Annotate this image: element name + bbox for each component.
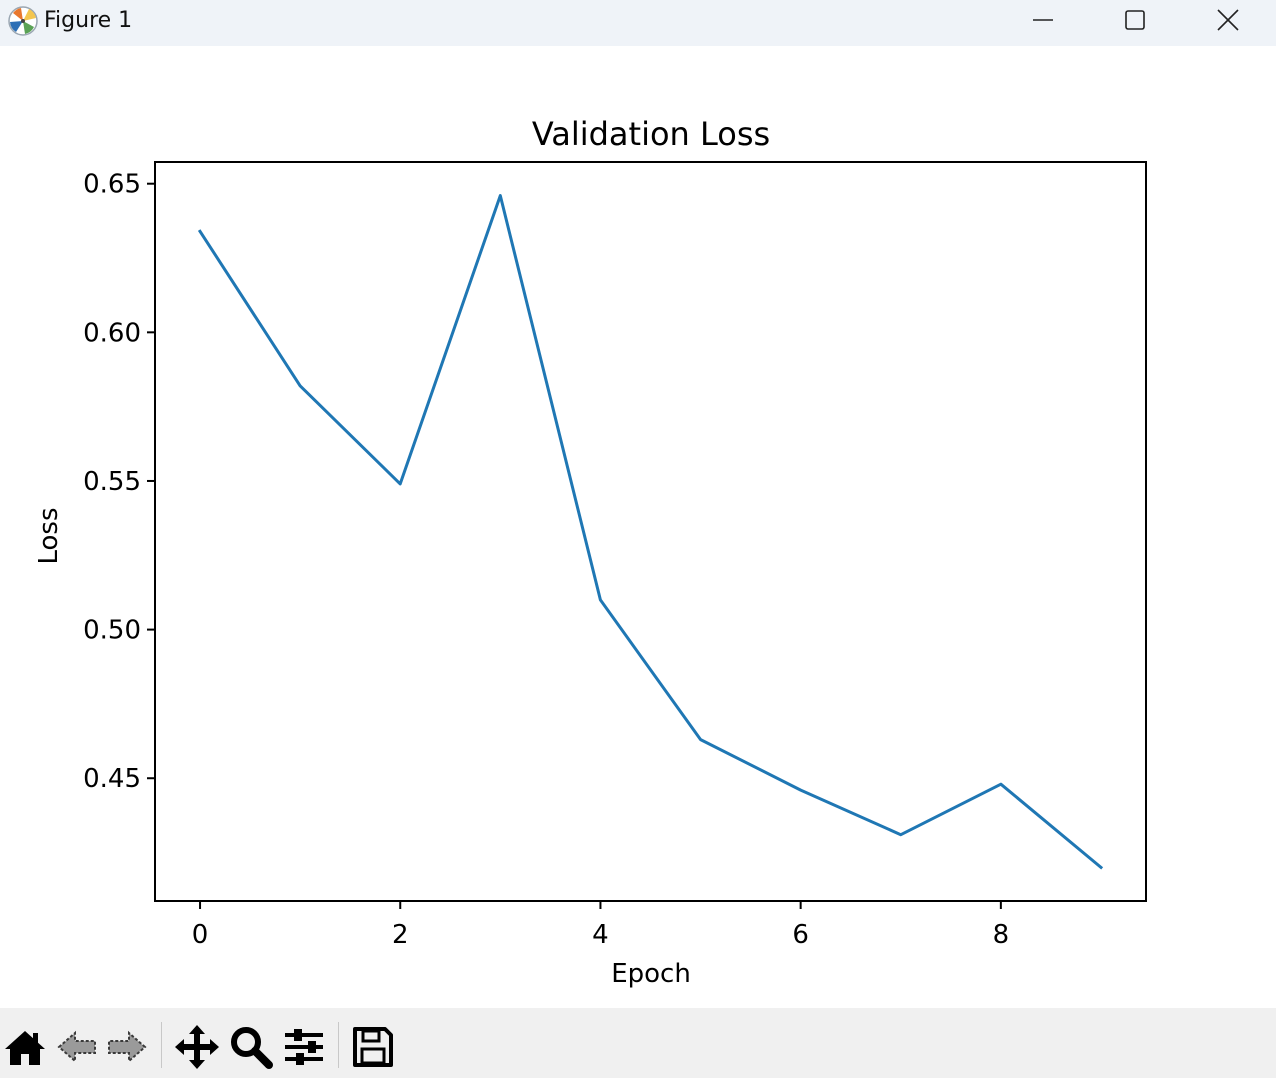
matplotlib-logo-icon — [8, 6, 38, 36]
navigation-toolbar — [0, 1008, 1276, 1078]
minimize-button[interactable] — [998, 0, 1088, 40]
close-icon — [1217, 9, 1239, 31]
window-title: Figure 1 — [44, 8, 133, 33]
back-button[interactable] — [52, 1022, 102, 1072]
maximize-button[interactable] — [1090, 0, 1180, 40]
magnifier-icon — [231, 1027, 273, 1069]
zoom-button[interactable] — [226, 1022, 276, 1072]
y-tick-label: 0.45 — [83, 764, 141, 794]
close-button[interactable] — [1183, 0, 1273, 40]
x-tick-label: 8 — [993, 920, 1010, 950]
window-titlebar: Figure 1 — [0, 0, 1276, 46]
pan-button[interactable] — [172, 1022, 222, 1072]
home-icon — [5, 1031, 45, 1065]
back-arrow-icon — [57, 1030, 96, 1064]
minimize-icon — [1033, 19, 1053, 21]
x-tick-label: 0 — [192, 920, 209, 950]
loss-series-line — [197, 194, 1104, 870]
chart-title: Validation Loss — [532, 115, 770, 153]
y-tick-label: 0.60 — [83, 318, 141, 348]
save-button[interactable] — [348, 1022, 398, 1072]
figure-canvas[interactable]: Validation Loss Epoch Loss 0 2 4 6 8 0.45 0.50… — [0, 46, 1276, 1008]
forward-button[interactable] — [102, 1022, 152, 1072]
move-icon — [175, 1025, 219, 1069]
plot-area-frame — [154, 161, 1147, 902]
y-tick-label: 0.55 — [83, 467, 141, 497]
forward-arrow-icon — [108, 1030, 147, 1064]
x-tick-label: 4 — [592, 920, 609, 950]
configure-subplots-button[interactable] — [279, 1022, 329, 1072]
toolbar-separator — [161, 1022, 162, 1068]
x-axis-label: Epoch — [611, 959, 691, 989]
home-button[interactable] — [0, 1022, 50, 1072]
sliders-icon — [285, 1029, 323, 1065]
floppy-disk-icon — [353, 1027, 393, 1067]
toolbar-separator — [338, 1022, 339, 1068]
x-tick-label: 2 — [392, 920, 409, 950]
x-tick-label: 6 — [792, 920, 809, 950]
maximize-icon — [1125, 10, 1145, 30]
y-axis-label: Loss — [34, 507, 64, 564]
line-chart: Validation Loss Epoch Loss 0 2 4 6 8 0.45 0.50… — [34, 115, 1147, 989]
y-tick-label: 0.50 — [83, 616, 141, 646]
y-tick-label: 0.65 — [83, 170, 141, 200]
